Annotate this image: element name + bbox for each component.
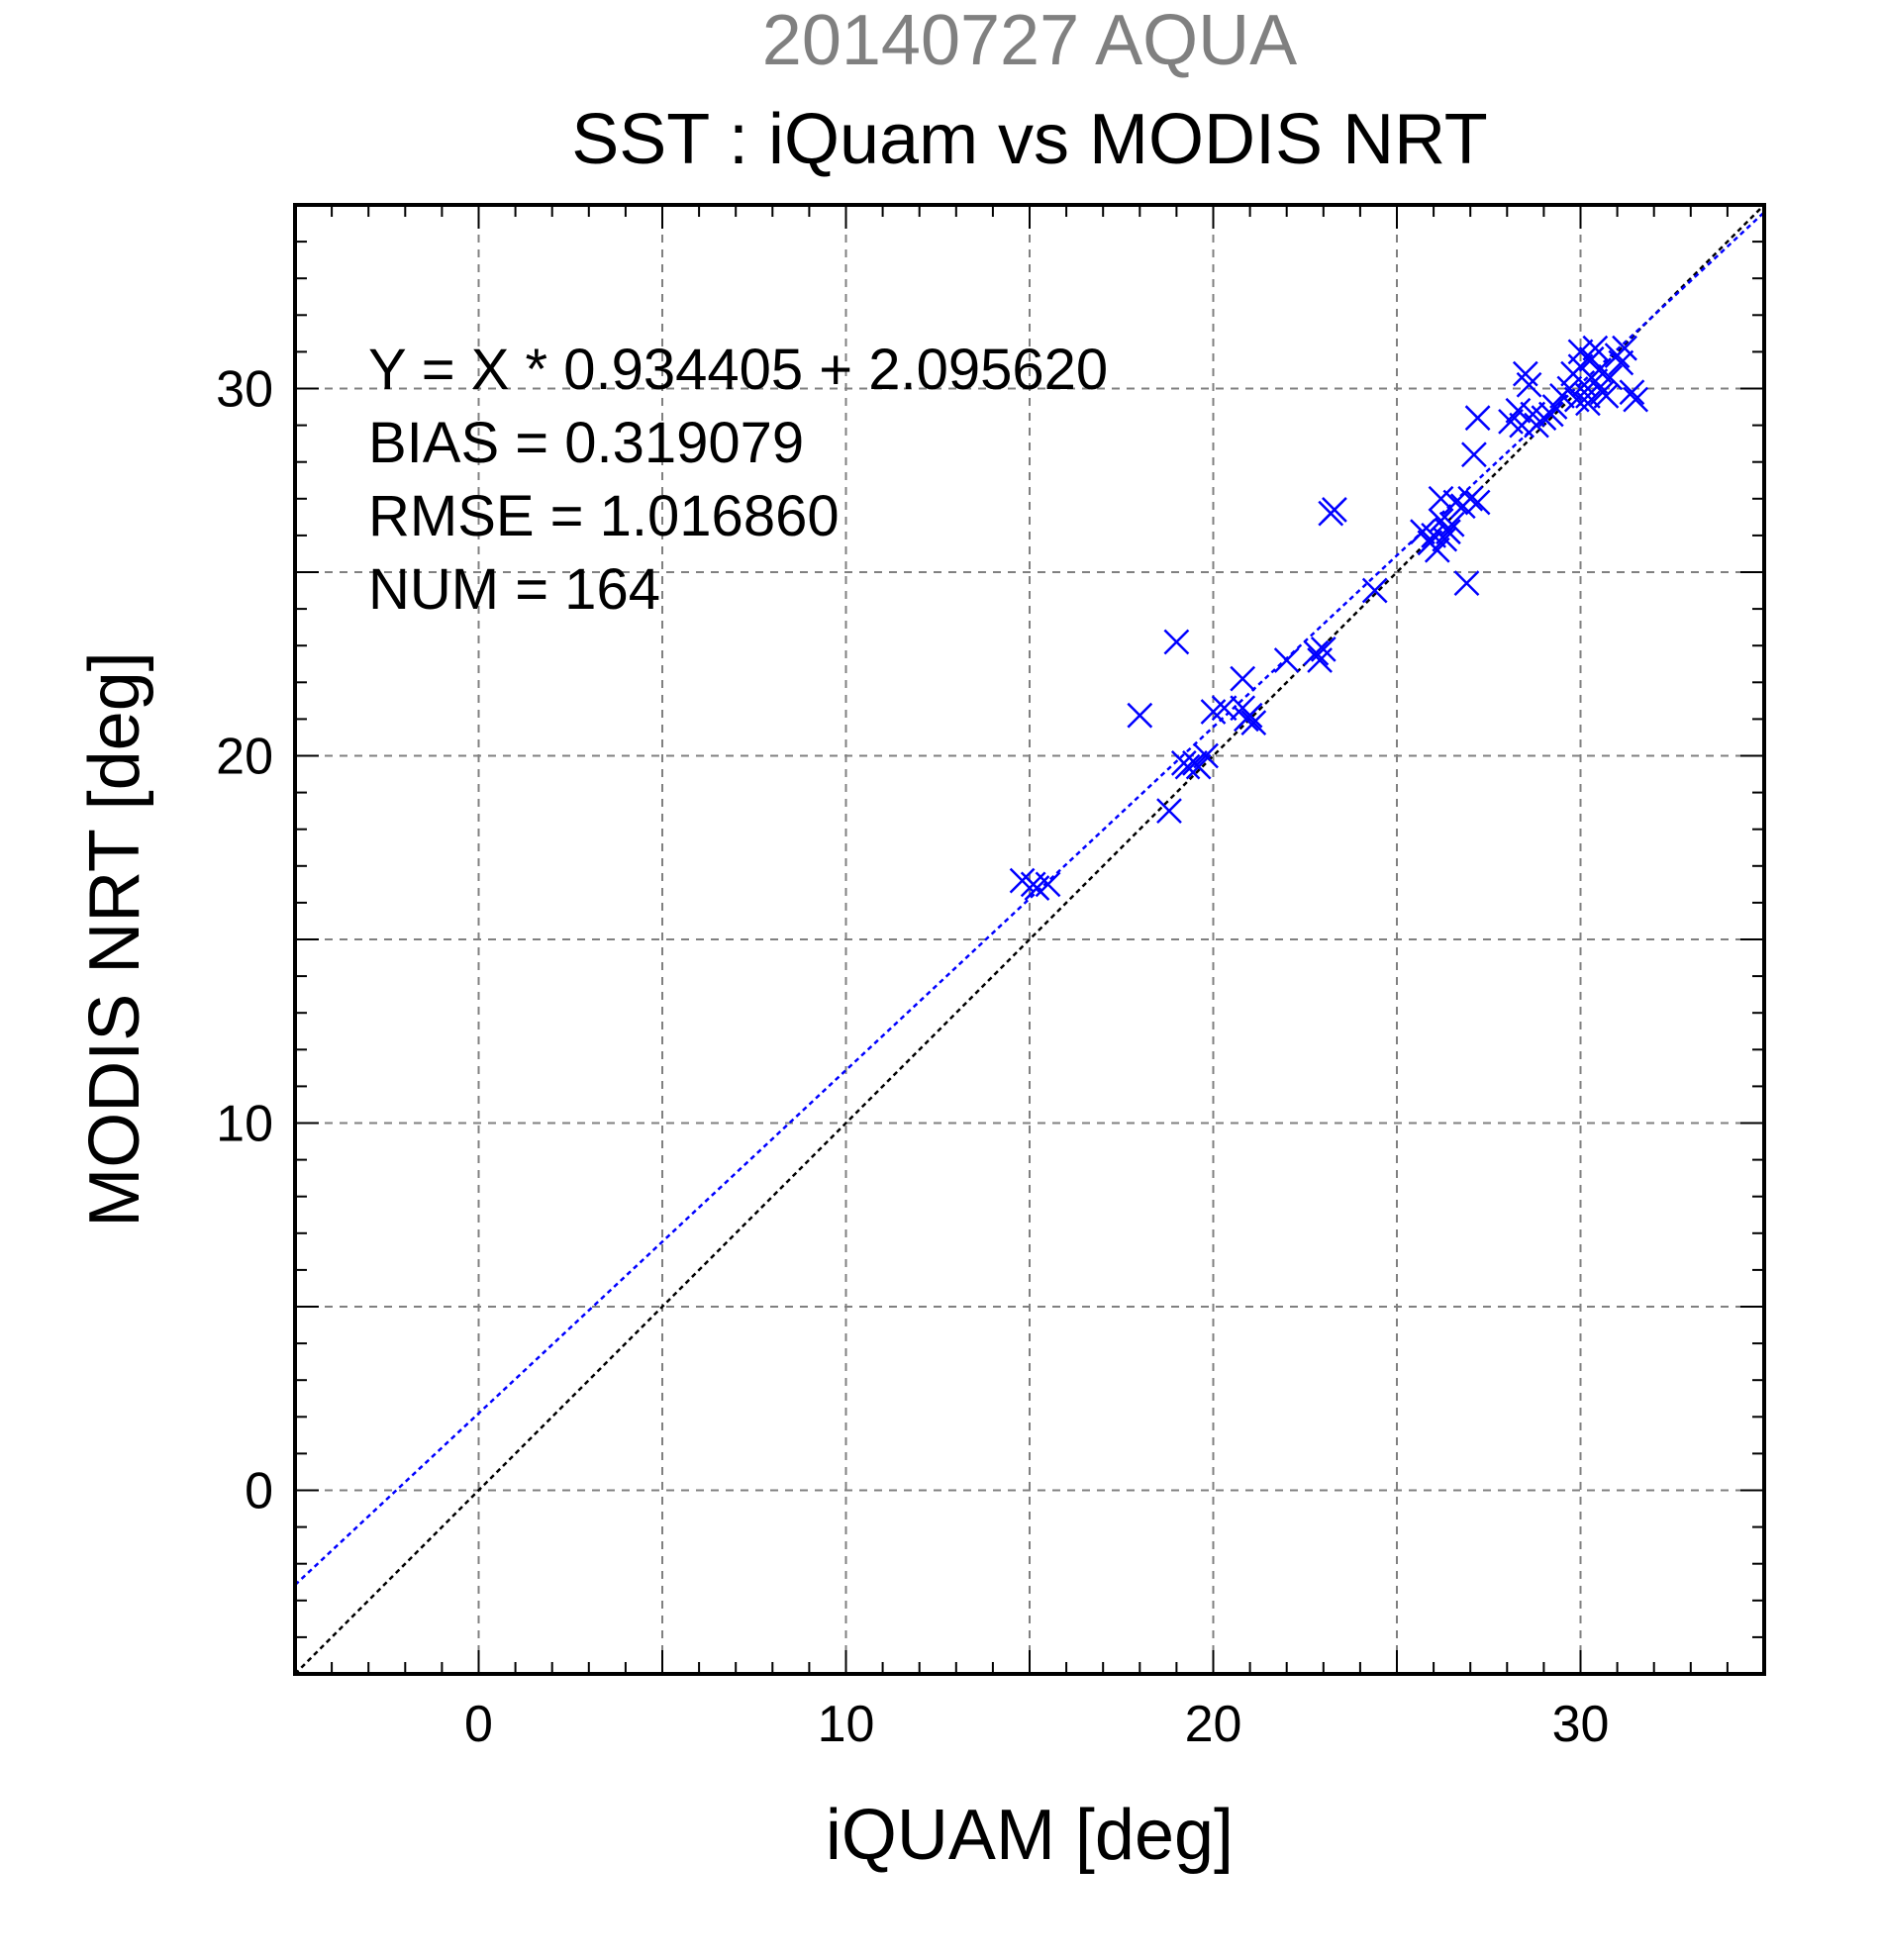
data-point (1230, 665, 1256, 692)
data-point (1608, 349, 1634, 376)
fit-annotations: Y = X * 0.934405 + 2.095620 BIAS = 0.319… (368, 338, 1108, 622)
annotation-num: NUM = 164 (368, 557, 660, 622)
data-point (1438, 511, 1465, 538)
grid (295, 205, 1764, 1674)
data-point (1453, 570, 1480, 597)
data-point (1436, 519, 1461, 545)
data-point (1211, 695, 1238, 722)
data-point (1464, 405, 1491, 432)
data-point (1461, 441, 1487, 468)
data-point (1619, 379, 1645, 406)
data-point (1582, 335, 1609, 361)
fit-line (295, 211, 1764, 1586)
y-tick-label: 0 (245, 1463, 273, 1520)
x-tick-label: 20 (1185, 1696, 1242, 1753)
data-point (1432, 526, 1458, 552)
data-point (1505, 397, 1532, 424)
data-point (1464, 489, 1491, 516)
data-points (1009, 335, 1649, 901)
data-point (1537, 401, 1564, 428)
y-tick-label: 10 (216, 1096, 273, 1153)
annotation-rmse: RMSE = 1.016860 (368, 484, 840, 548)
data-point (1322, 497, 1347, 523)
data-point (1163, 629, 1190, 655)
data-point (1457, 485, 1484, 512)
data-point (1593, 383, 1620, 409)
data-point (1240, 710, 1267, 735)
y-tick-label: 20 (216, 729, 273, 786)
annotation-equation: Y = X * 0.934405 + 2.095620 (368, 338, 1108, 402)
chart-title: SST : iQuam vs MODIS NRT (571, 100, 1488, 179)
data-point (1516, 371, 1542, 398)
data-point (1428, 485, 1454, 512)
reference-lines (295, 205, 1764, 1674)
tick-labels: 0 10 20 30 0 10 20 30 (216, 361, 1609, 1754)
plot-frame (293, 203, 1766, 1676)
data-point (1156, 798, 1182, 825)
y-axis-label: MODIS NRT [deg] (75, 651, 154, 1227)
data-point (1612, 335, 1637, 361)
data-point (1303, 639, 1330, 666)
data-point (1623, 386, 1649, 413)
data-point (1127, 702, 1153, 729)
x-axis-label: iQUAM [deg] (826, 1796, 1234, 1875)
annotation-bias: BIAS = 0.319079 (368, 411, 804, 475)
data-point (1035, 871, 1061, 898)
data-point (1273, 647, 1300, 673)
data-point (1442, 489, 1469, 516)
data-point (1174, 753, 1201, 780)
data-point (1541, 394, 1568, 420)
data-point (1185, 753, 1212, 780)
data-point (1310, 637, 1336, 662)
data-point (1424, 537, 1450, 563)
data-point (1193, 742, 1219, 769)
data-point (1361, 577, 1388, 604)
data-point (1582, 368, 1609, 394)
data-point (1237, 702, 1263, 729)
x-tick-label: 10 (818, 1696, 875, 1753)
identity-line (295, 205, 1764, 1674)
x-tick-label: 30 (1552, 1696, 1610, 1753)
y-tick-label: 30 (216, 361, 273, 419)
chart-supertitle: 20140727 AQUA (762, 1, 1297, 80)
data-point (1556, 375, 1583, 402)
data-point (1575, 390, 1601, 417)
x-tick-label: 0 (464, 1696, 493, 1753)
